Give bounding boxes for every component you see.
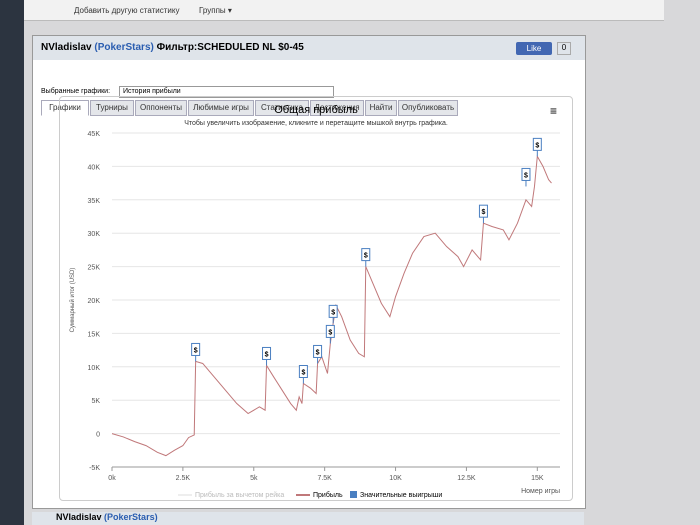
site-name[interactable]: (PokerStars) xyxy=(94,42,154,53)
win-flag xyxy=(521,167,531,181)
top-bar: Добавить другую статистику Группы ▾ xyxy=(24,0,664,21)
win-flag-label: $ xyxy=(535,142,539,149)
y-tick-label: 45K xyxy=(88,131,101,138)
selector-label: Выбранные графики: xyxy=(41,88,111,95)
add-stat-link[interactable]: Добавить другую статистику xyxy=(74,6,180,15)
footer-site: (PokerStars) xyxy=(104,512,158,522)
like-count: 0 xyxy=(557,42,571,55)
win-flag xyxy=(361,248,371,262)
y-tick-label: 40K xyxy=(88,164,101,171)
win-flag xyxy=(262,346,272,360)
menu-icon: ≡ xyxy=(550,104,557,118)
x-tick-label: 5k xyxy=(250,475,258,482)
footer-player: NVladislav xyxy=(56,512,102,522)
win-flag xyxy=(313,344,323,358)
y-axis-label: Суммарный итог (USD) xyxy=(69,268,76,333)
legend-item: Прибыль xyxy=(313,491,343,499)
filter-text: Фильтр:SCHEDULED NL $0-45 xyxy=(156,42,304,53)
tab[interactable]: Графики xyxy=(41,100,89,116)
chart: Общая прибыль Чтобы увеличить изображение… xyxy=(69,104,560,499)
tab[interactable]: Достижения xyxy=(310,100,364,116)
next-panel: NVladislav (PokerStars) xyxy=(32,512,584,525)
tab[interactable]: Найти xyxy=(365,100,397,116)
x-tick-label: 0k xyxy=(108,475,116,482)
chart-box: Общая прибыль Чтобы увеличить изображение… xyxy=(59,96,573,501)
y-tick-label: 10K xyxy=(88,365,101,372)
x-tick-label: 2.5K xyxy=(176,475,191,482)
y-tick-label: 0 xyxy=(96,432,100,439)
panel-header: NVladislav (PokerStars) Фильтр:SCHEDULED… xyxy=(33,36,585,60)
y-tick-label: 25K xyxy=(88,265,101,272)
win-flag-label: $ xyxy=(301,370,305,377)
like-button[interactable]: Like xyxy=(516,42,552,55)
x-tick-label: 15K xyxy=(531,475,544,482)
win-flag xyxy=(325,324,335,338)
left-sidebar xyxy=(0,0,24,525)
x-tick-label: 12.5K xyxy=(457,475,476,482)
y-tick-label: 15K xyxy=(88,331,101,338)
selector[interactable]: История прибыли xyxy=(119,86,334,98)
win-flag-label: $ xyxy=(194,347,198,354)
win-flag-label: $ xyxy=(524,172,528,179)
win-flag xyxy=(191,342,201,356)
win-flag-label: $ xyxy=(331,309,335,316)
tab[interactable]: Турниры xyxy=(90,100,134,116)
legend-swatch xyxy=(350,491,357,498)
win-flag xyxy=(478,204,488,218)
tab[interactable]: Оппоненты xyxy=(135,100,187,116)
y-tick-label: 30K xyxy=(88,231,101,238)
y-tick-label: 5K xyxy=(91,398,100,405)
groups-menu[interactable]: Группы ▾ xyxy=(199,6,232,15)
win-flag-label: $ xyxy=(328,329,332,336)
panel: NVladislav (PokerStars) Фильтр:SCHEDULED… xyxy=(32,35,586,509)
x-tick-label: 7.5K xyxy=(317,475,332,482)
win-flag xyxy=(328,304,338,318)
y-tick-label: 20K xyxy=(88,298,101,305)
chart-title: Общая прибыль xyxy=(274,104,358,116)
y-tick-label: -5K xyxy=(89,465,100,472)
win-flag-label: $ xyxy=(364,253,368,260)
win-flag xyxy=(298,365,308,378)
win-flag-label: $ xyxy=(265,351,269,358)
win-flag-label: $ xyxy=(481,209,485,216)
x-tick-label: 10K xyxy=(389,475,402,482)
tab[interactable]: Любимые игры xyxy=(188,100,254,116)
chart-subtitle: Чтобы увеличить изображение, кликните и … xyxy=(184,119,448,127)
legend-item: Значительные выигрыши xyxy=(360,492,442,499)
x-axis-label: Номер игры xyxy=(521,488,560,495)
player-name: NVladislav xyxy=(41,42,92,53)
win-flag xyxy=(532,137,542,151)
tab[interactable]: Опубликовать xyxy=(398,100,458,116)
tab[interactable]: Статистика xyxy=(255,100,309,116)
y-tick-label: 35K xyxy=(88,198,101,205)
win-flag-label: $ xyxy=(316,349,320,356)
legend-item: Прибыль за вычетом рейка xyxy=(195,491,284,499)
